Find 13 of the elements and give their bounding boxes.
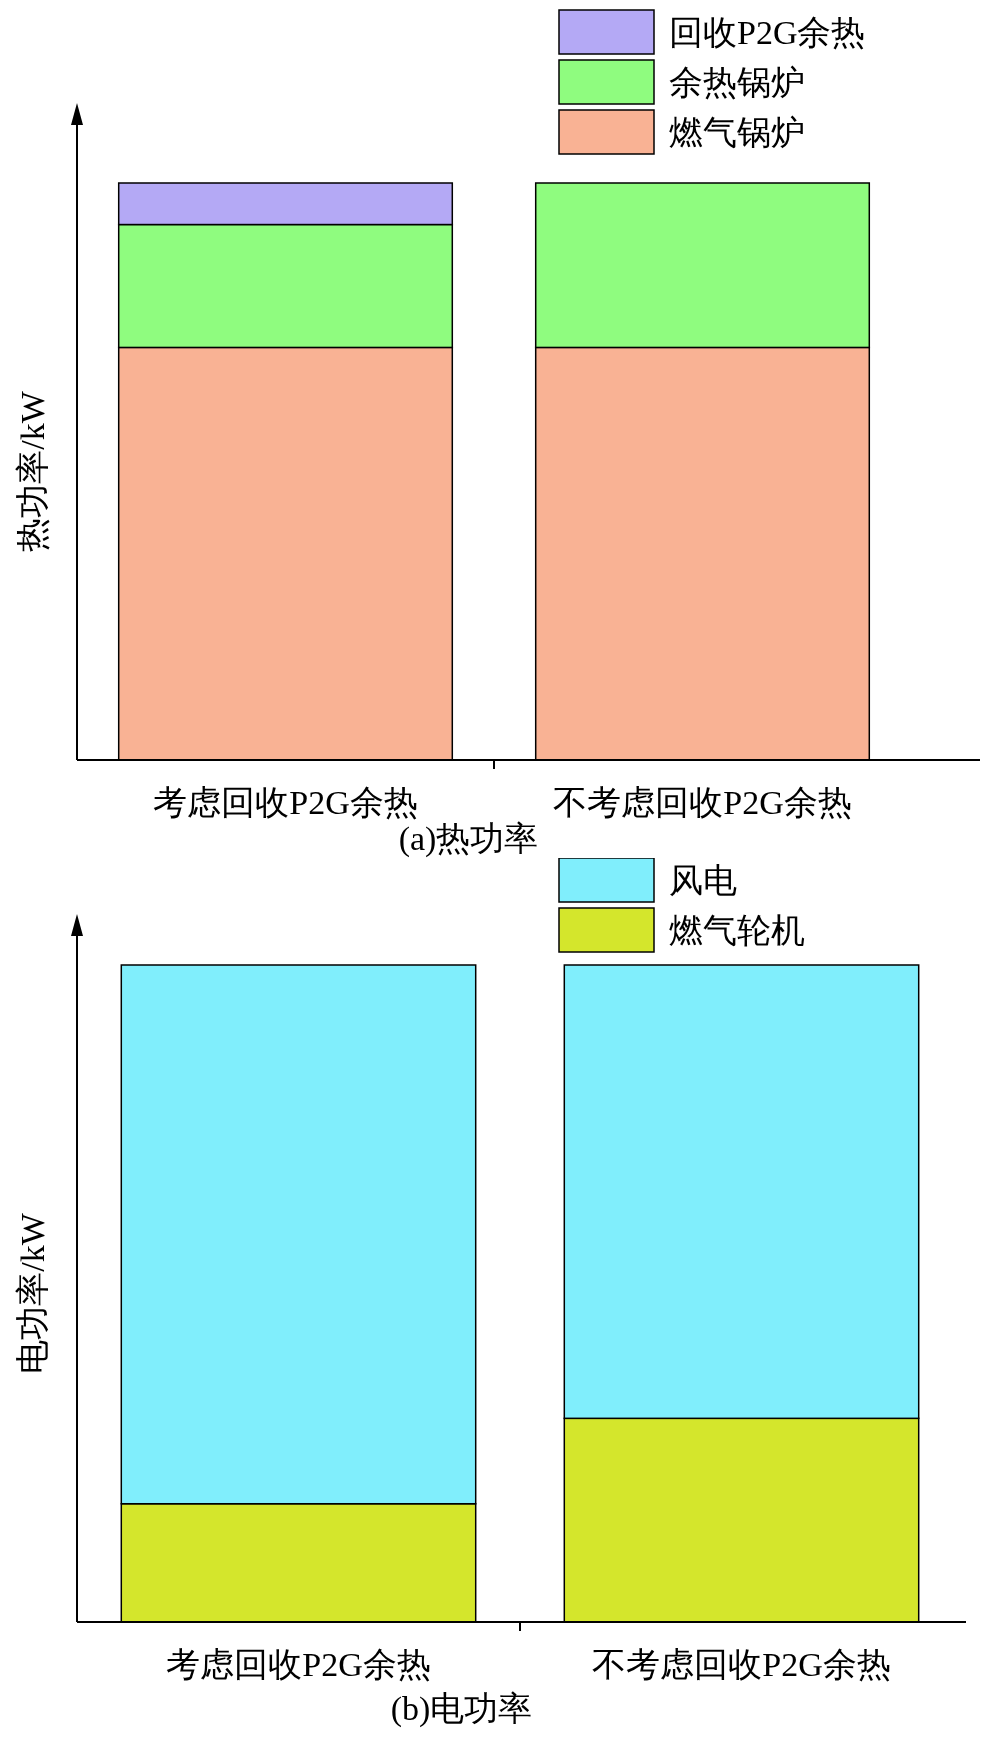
legend-label: 风电 <box>669 862 737 899</box>
legend-label: 燃气轮机 <box>669 912 805 949</box>
y-axis-title: 电功率/kW <box>14 1212 51 1374</box>
legend-label: 燃气锅炉 <box>669 114 805 151</box>
x-tick-label: 不考虑回收P2G余热 <box>553 784 852 821</box>
text: (a)热功率 <box>398 820 539 858</box>
x-tick-label: 考虑回收P2G余热 <box>153 784 418 821</box>
x-tick-label: 考虑回收P2G余热 <box>166 1646 431 1683</box>
x-tick-label: 不考虑回收P2G余热 <box>592 1646 891 1683</box>
legend-label: 回收P2G余热 <box>669 14 866 51</box>
text: (b)电功率 <box>390 1690 533 1728</box>
legend-label: 余热锅炉 <box>669 64 805 101</box>
y-axis-title: 热功率/kW <box>14 390 51 552</box>
